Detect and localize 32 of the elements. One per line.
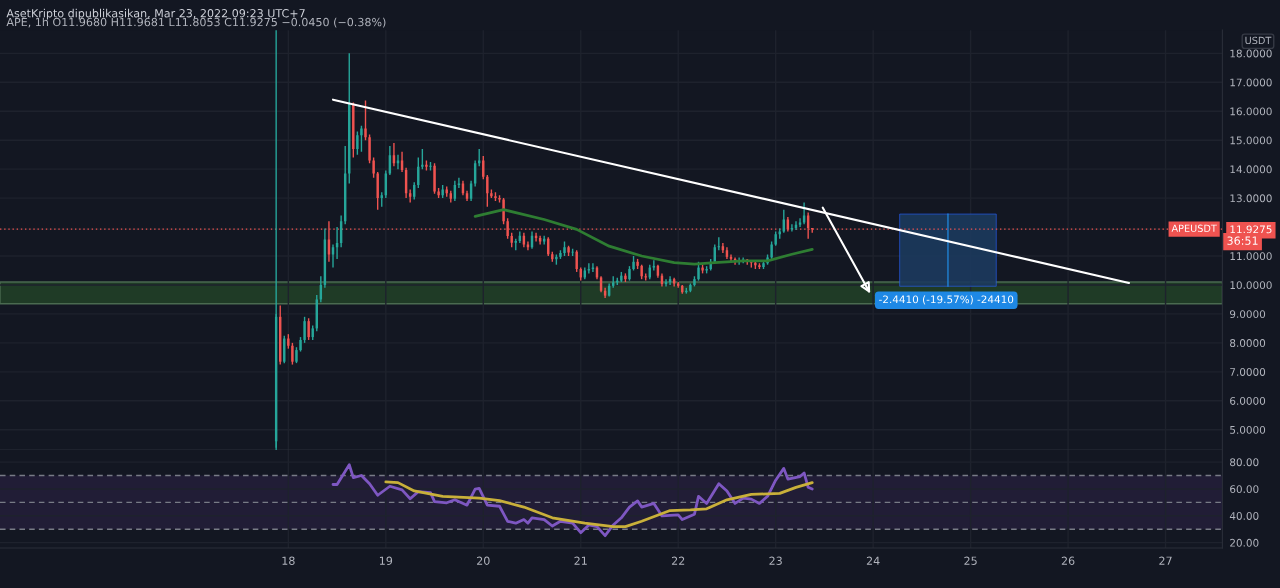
x-tick-label: 23: [769, 556, 782, 565]
y-tick-label: 9.0000: [1230, 310, 1266, 319]
y-tick-label: 8.0000: [1230, 339, 1266, 347]
x-tick-label: 22: [671, 556, 685, 565]
y-tick-label: 40.00: [1229, 512, 1259, 520]
y-tick-label: 7.0000: [1230, 368, 1266, 376]
x-tick-label: 26: [1061, 556, 1075, 565]
y-tick-label: 10.0000: [1230, 281, 1272, 290]
text: 36:51: [1227, 236, 1258, 245]
y-axis-title: USDT: [1245, 36, 1272, 45]
y-tick-label: 16.0000: [1230, 107, 1272, 116]
y-tick-label: 11.0000: [1230, 252, 1272, 261]
x-tick-label: 18: [282, 556, 295, 565]
x-tick-label: 19: [379, 556, 393, 565]
y-tick-label: 6.0000: [1230, 397, 1266, 405]
ref-line-label: APEUSDT: [1171, 224, 1217, 232]
x-tick-label: 27: [1159, 556, 1172, 565]
y-tick-label: 20.00: [1230, 538, 1259, 547]
y-tick-label: 60.00: [1230, 485, 1259, 494]
y-tick-label: 14.0000: [1230, 165, 1272, 174]
y-tick-label: 11.9275: [1230, 225, 1272, 234]
annotation: -2.4410 (-19.57%) -24410: [879, 295, 1014, 305]
x-tick-label: 20: [477, 556, 490, 565]
y-tick-label: 18.0000: [1230, 49, 1272, 58]
x-tick-label: 25: [964, 556, 977, 565]
y-tick-label: 80.00: [1230, 458, 1259, 467]
y-tick-label: 17.0000: [1230, 78, 1272, 87]
y-tick-label: 13.0000: [1230, 194, 1272, 203]
x-tick-label: 21: [574, 556, 587, 565]
x-tick-label: 24: [866, 556, 880, 565]
y-tick-label: 15.0000: [1230, 136, 1272, 145]
y-tick-label: 5.0000: [1230, 425, 1266, 434]
